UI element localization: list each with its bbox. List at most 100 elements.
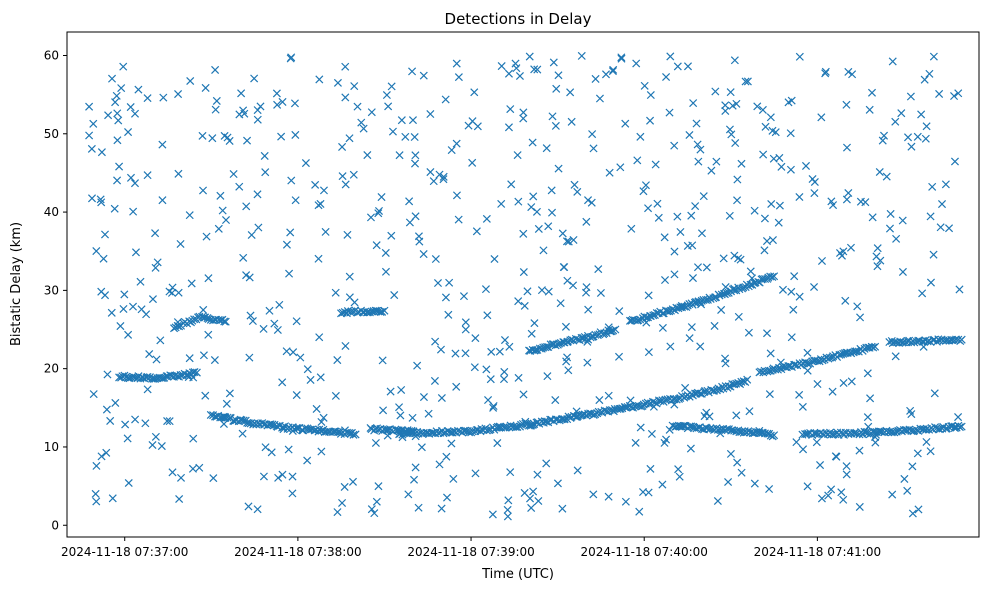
data-point (427, 428, 436, 438)
data-point (842, 470, 851, 479)
data-point (908, 462, 917, 471)
data-point (609, 407, 618, 416)
data-point (935, 425, 944, 434)
data-point (839, 247, 848, 256)
data-point (639, 187, 648, 196)
data-point (955, 285, 964, 294)
data-point (584, 305, 593, 314)
data-point (214, 224, 223, 233)
data-point (165, 287, 174, 296)
data-point (410, 159, 420, 168)
data-point (104, 111, 113, 120)
data-point (713, 496, 722, 506)
data-point (925, 69, 934, 78)
data-point (687, 211, 696, 220)
data-point (212, 96, 221, 105)
data-point (685, 130, 694, 140)
data-point (551, 396, 560, 405)
data-point (955, 423, 964, 432)
data-point (288, 472, 297, 481)
data-point (544, 287, 553, 296)
data-point (119, 304, 128, 314)
data-point (562, 357, 571, 366)
data-point (658, 480, 667, 489)
data-point (873, 244, 882, 253)
data-point (644, 291, 653, 300)
data-point (395, 403, 404, 412)
data-point (447, 146, 456, 155)
data-point (338, 172, 347, 181)
data-point (260, 151, 269, 160)
data-point (701, 295, 711, 304)
data-point (750, 206, 759, 215)
data-point (219, 419, 228, 429)
data-point (644, 204, 653, 213)
data-point (296, 353, 305, 362)
data-point (721, 106, 730, 115)
data-point (481, 285, 490, 294)
data-point (616, 163, 625, 172)
data-point (511, 59, 520, 68)
data-point (341, 93, 350, 102)
data-point (683, 62, 693, 71)
data-point (303, 365, 312, 374)
data-point (99, 254, 108, 263)
data-point (387, 231, 396, 240)
data-point (293, 424, 302, 433)
data-point (102, 448, 111, 457)
data-point (151, 263, 160, 272)
data-point (253, 115, 262, 124)
data-point (741, 283, 750, 292)
data-point (128, 302, 138, 311)
data-point (693, 263, 703, 272)
data-point (110, 204, 119, 213)
data-point (721, 359, 730, 368)
data-point (582, 217, 591, 226)
data-point (151, 432, 160, 441)
data-point (556, 299, 565, 308)
data-point (204, 330, 213, 339)
data-point (503, 505, 512, 514)
data-point (419, 250, 428, 259)
data-point (319, 413, 328, 422)
data-point (621, 119, 630, 128)
data-point (331, 391, 340, 400)
data-point (675, 472, 684, 481)
data-point (799, 445, 808, 454)
data-point (397, 385, 406, 395)
data-point (367, 505, 376, 514)
data-point (113, 136, 122, 145)
data-point (617, 53, 626, 62)
data-point (670, 141, 679, 150)
data-point (600, 329, 609, 338)
data-point (817, 113, 826, 122)
data-point (732, 411, 741, 420)
data-point (918, 289, 927, 298)
data-point (768, 236, 777, 245)
data-point (372, 497, 381, 506)
data-point (591, 410, 600, 419)
data-point (527, 329, 536, 338)
data-point (778, 285, 787, 294)
data-point (929, 250, 938, 259)
data-point (822, 353, 831, 362)
data-point (349, 430, 358, 439)
data-point (868, 213, 877, 222)
data-point (519, 390, 528, 399)
data-point (189, 434, 198, 443)
data-point (461, 318, 470, 327)
data-point (290, 99, 299, 108)
data-point (903, 486, 912, 495)
data-point (547, 186, 556, 195)
data-point (855, 446, 864, 455)
data-point (763, 367, 772, 376)
data-point (130, 109, 140, 118)
data-point (533, 470, 542, 479)
data-point (561, 322, 570, 331)
data-point (957, 335, 966, 344)
data-point (926, 212, 935, 221)
data-point (674, 465, 683, 474)
data-point (410, 133, 419, 142)
y-axis-label: Bistatic Delay (km) (9, 222, 24, 346)
data-point (223, 413, 232, 422)
